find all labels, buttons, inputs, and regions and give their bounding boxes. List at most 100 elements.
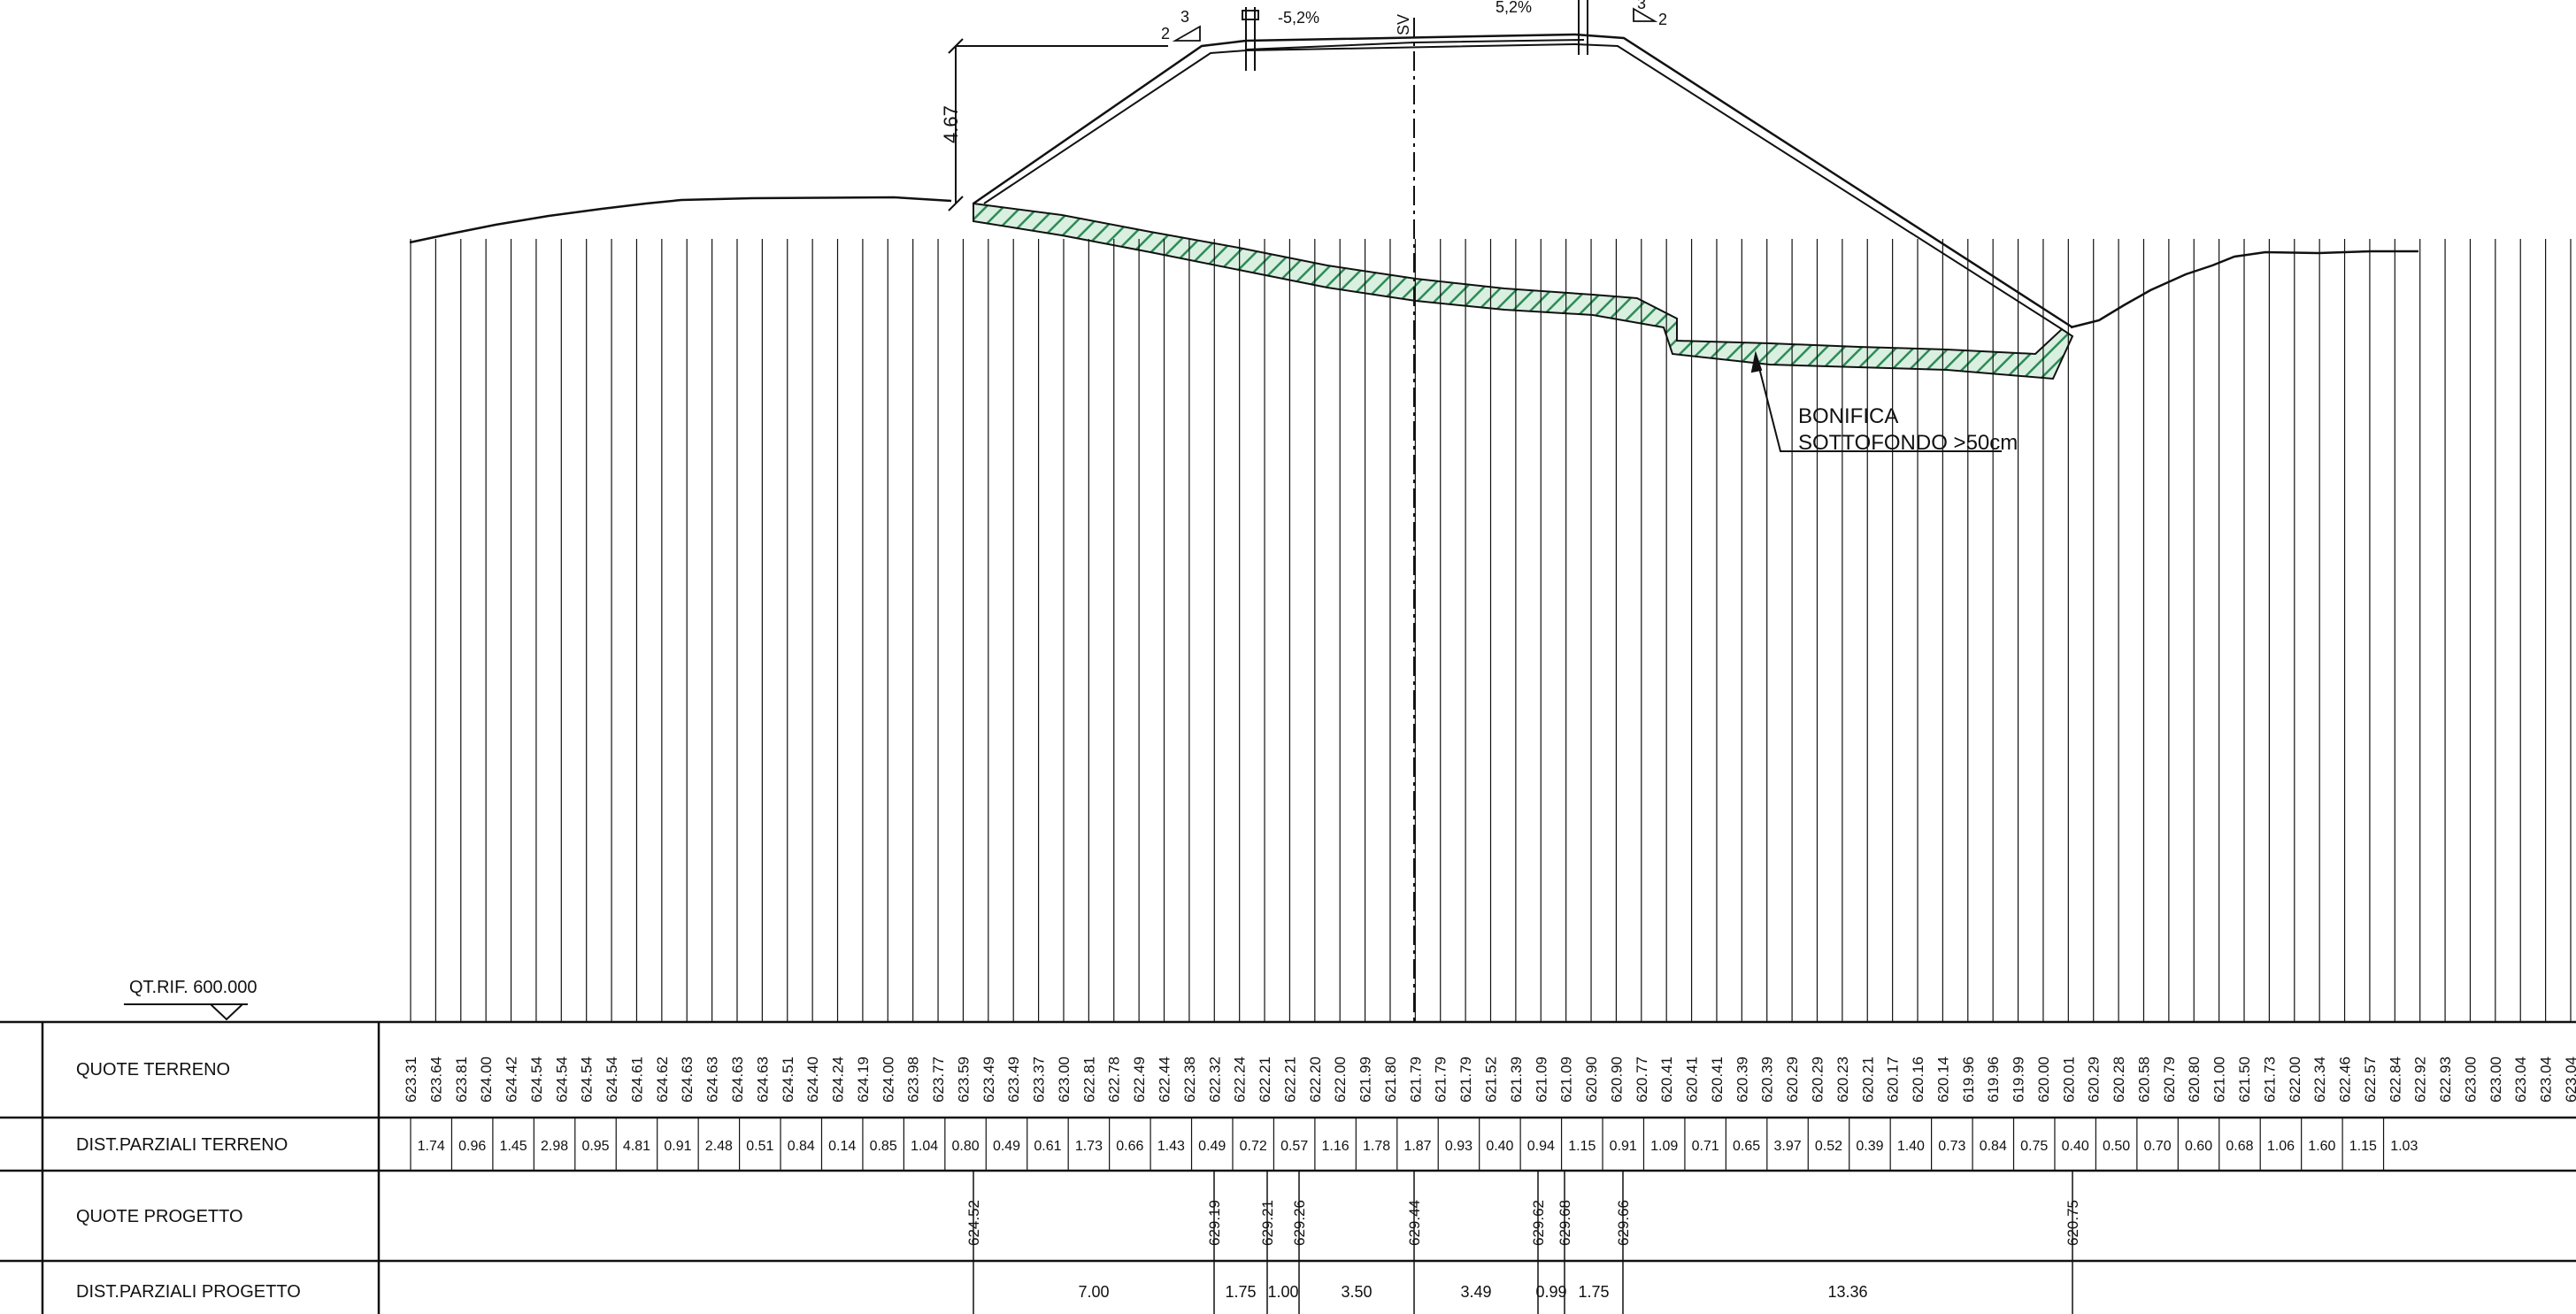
ground-elevation-value: 623.31	[403, 1057, 419, 1103]
ground-elevation-value: 624.63	[754, 1057, 771, 1103]
ground-elevation-value: 623.04	[2538, 1057, 2555, 1103]
slope-right-v-label: 3	[1637, 0, 1646, 12]
slope-symbol-left	[1172, 25, 1201, 42]
design-elevation-value: 629.68	[1557, 1200, 1573, 1246]
ground-elevation-value: 623.59	[955, 1057, 972, 1103]
ground-elevation-value: 621.52	[1483, 1057, 1500, 1103]
design-elevation-value: 629.44	[1406, 1200, 1423, 1246]
ground-elevation-value: 622.34	[2311, 1057, 2328, 1103]
ground-distance-value: 0.75	[2020, 1139, 2048, 1154]
design-distance-value: 13.36	[1827, 1283, 1867, 1301]
subgrade-hatch	[973, 202, 2074, 380]
ground-elevation-value: 620.79	[2161, 1057, 2178, 1103]
ground-elevation-value: 622.21	[1281, 1057, 1298, 1103]
ground-elevation-value: 624.24	[830, 1057, 847, 1103]
ground-elevation-value: 622.21	[1257, 1057, 1273, 1103]
ground-profile-left	[409, 196, 952, 244]
row-label-quote-progetto: QUOTE PROGETTO	[76, 1207, 243, 1226]
ground-elevation-value: 620.17	[1885, 1057, 1902, 1103]
ground-elevation-value: 622.38	[1181, 1057, 1198, 1103]
ground-elevation-value: 622.92	[2412, 1057, 2429, 1103]
ground-elevation-value: 622.49	[1131, 1057, 1148, 1103]
design-distance-value: 1.75	[1225, 1283, 1256, 1301]
ground-elevation-value: 620.90	[1583, 1057, 1600, 1103]
ground-elevation-value: 619.96	[1985, 1057, 2002, 1103]
design-distance-value: 7.00	[1078, 1283, 1109, 1301]
ground-elevation-value: 620.58	[2135, 1057, 2152, 1103]
ground-distance-value: 0.61	[1034, 1139, 1061, 1154]
design-distance-value: 3.49	[1460, 1283, 1491, 1301]
ground-elevation-value: 620.29	[1784, 1057, 1801, 1103]
embankment-outer	[973, 33, 2073, 329]
ground-elevation-value: 620.01	[2060, 1057, 2077, 1103]
ground-distance-value: 0.40	[2062, 1139, 2089, 1154]
ground-elevation-value: 620.39	[1759, 1057, 1776, 1103]
crossfall-right-label: 5,2%	[1496, 0, 1532, 16]
ground-elevation-value: 623.98	[905, 1057, 922, 1103]
guardrail-right	[1578, 0, 1588, 55]
ground-elevation-value: 623.04	[2563, 1057, 2576, 1103]
ground-elevation-value: 624.54	[553, 1057, 570, 1103]
design-distance-value: 3.50	[1341, 1283, 1372, 1301]
ground-elevation-value: 621.79	[1457, 1057, 1474, 1103]
ground-elevation-value: 624.42	[504, 1057, 520, 1103]
row-label-dist-progetto: DIST.PARZIALI PROGETTO	[76, 1282, 301, 1302]
ground-profile-right	[2070, 250, 2418, 329]
ground-elevation-value: 621.00	[2211, 1057, 2228, 1103]
ground-elevation-value: 620.41	[1684, 1057, 1701, 1103]
ground-elevation-value: 622.84	[2387, 1057, 2403, 1103]
ground-distance-value: 1.03	[2390, 1139, 2418, 1154]
ground-elevation-value: 623.04	[2512, 1057, 2529, 1103]
ground-elevation-value: 620.80	[2186, 1057, 2203, 1103]
ground-distance-value: 0.91	[1610, 1139, 1637, 1154]
ground-elevation-value: 622.78	[1106, 1057, 1123, 1103]
ground-distance-value: 0.49	[1198, 1139, 1226, 1154]
design-elevation-value: 629.26	[1291, 1200, 1308, 1246]
ground-distance-value: 1.15	[1568, 1139, 1596, 1154]
slope-right-h-label: 2	[1658, 11, 1667, 28]
ground-distance-value: 1.09	[1650, 1139, 1678, 1154]
ground-distance-value: 0.65	[1733, 1139, 1760, 1154]
ground-elevation-value: 621.79	[1407, 1057, 1424, 1103]
height-label: 4.67	[940, 105, 962, 143]
ground-elevation-value: 624.61	[628, 1057, 645, 1103]
ground-elevation-value: 621.80	[1382, 1057, 1399, 1103]
ground-elevation-value: 621.09	[1533, 1057, 1549, 1103]
ground-elevation-value: 622.24	[1232, 1057, 1249, 1103]
ground-elevation-value: 619.96	[1960, 1057, 1977, 1103]
ground-elevation-value: 621.39	[1508, 1057, 1525, 1103]
ground-elevation-value: 620.23	[1834, 1057, 1851, 1103]
ground-distance-value: 0.95	[581, 1139, 609, 1154]
ground-elevation-value: 620.29	[2086, 1057, 2103, 1103]
ground-distance-value: 1.74	[418, 1139, 445, 1154]
height-dimension	[948, 38, 1168, 211]
ground-elevation-value: 624.63	[704, 1057, 721, 1103]
ground-distance-value: 0.96	[458, 1139, 486, 1154]
ground-distance-value: 0.73	[1938, 1139, 1965, 1154]
design-elevation-value: 629.21	[1259, 1200, 1276, 1246]
ground-elevation-value: 624.54	[604, 1057, 620, 1103]
ground-elevation-value: 620.29	[1809, 1057, 1826, 1103]
note-leader	[1750, 350, 2002, 452]
ground-elevation-value: 620.14	[1934, 1057, 1951, 1103]
ground-distance-value: 4.81	[623, 1139, 650, 1154]
ground-distance-value: 0.84	[788, 1139, 815, 1154]
guardrail-left	[1242, 7, 1259, 71]
ground-distance-value: 0.71	[1692, 1139, 1719, 1154]
ground-elevation-value: 624.19	[855, 1057, 872, 1103]
ground-distance-value: 1.40	[1897, 1139, 1925, 1154]
ground-elevation-value: 622.93	[2437, 1057, 2454, 1103]
design-distance-value: 0.99	[1535, 1283, 1566, 1301]
ground-distance-value: 1.04	[911, 1139, 938, 1154]
ground-elevation-value: 623.77	[930, 1057, 947, 1103]
ground-distance-value: 0.51	[746, 1139, 773, 1154]
design-distance-value: 1.00	[1267, 1283, 1298, 1301]
ground-elevation-value: 624.00	[880, 1057, 896, 1103]
ground-elevation-value: 624.54	[528, 1057, 545, 1103]
ground-distance-value: 2.98	[541, 1139, 568, 1154]
design-elevation-value: 624.52	[965, 1200, 982, 1246]
slope-left-h-label: 2	[1161, 25, 1170, 42]
ground-elevation-value: 622.81	[1080, 1057, 1097, 1103]
ground-distance-value: 0.85	[870, 1139, 897, 1154]
ground-elevation-value: 622.00	[2287, 1057, 2303, 1103]
